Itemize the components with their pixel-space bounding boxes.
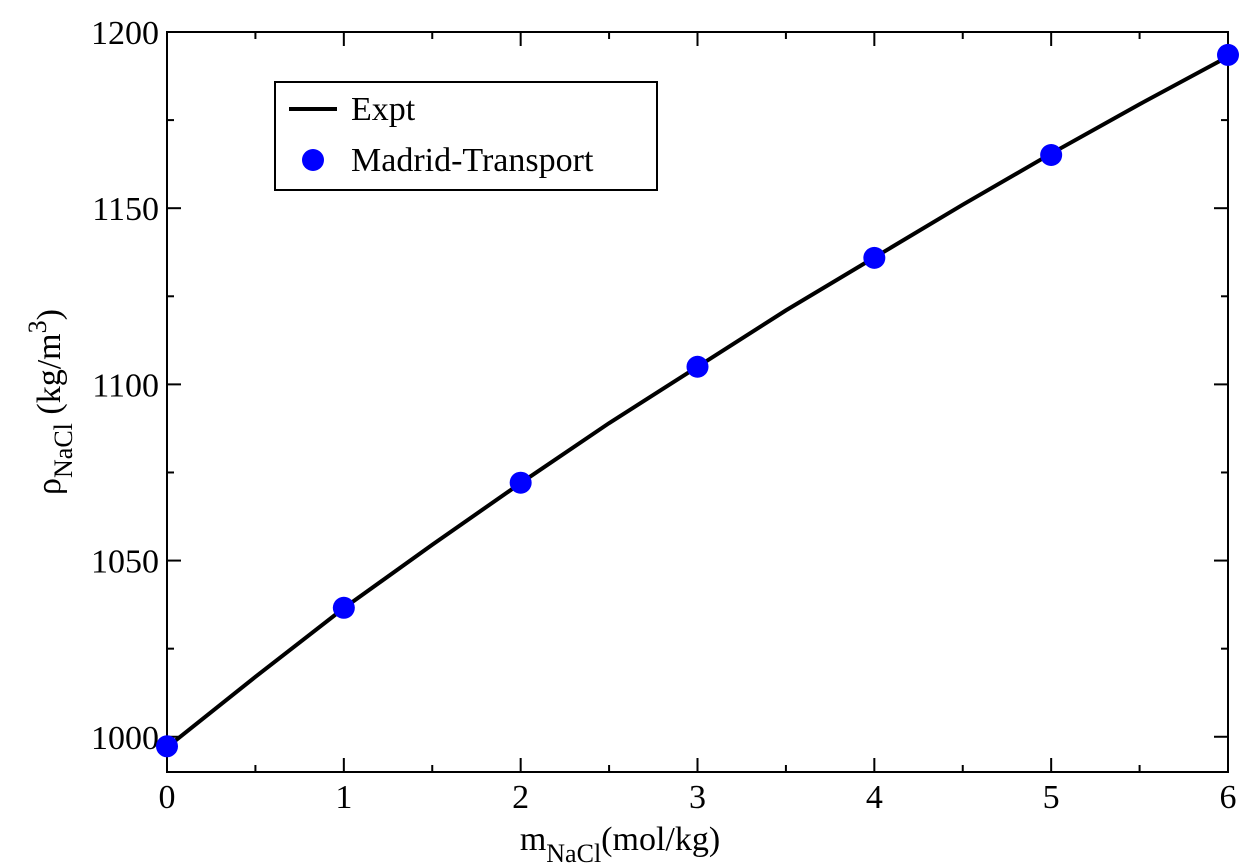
legend-label: Madrid-Transport	[351, 142, 594, 179]
x-label-sub: NaCl	[546, 839, 601, 863]
y-tick-label: 1100	[92, 367, 159, 404]
y-axis-label: ρNaCl (kg/m3)	[23, 309, 78, 495]
x-tick-label: 5	[1043, 779, 1060, 816]
x-tick-label: 1	[335, 779, 352, 816]
legend-box	[274, 81, 658, 191]
y-tick-label: 1050	[91, 544, 159, 581]
data-point	[1040, 143, 1063, 166]
y-label-sup: 3	[23, 320, 52, 333]
y-tick-label: 1000	[91, 720, 159, 757]
x-tick-label: 3	[689, 779, 706, 816]
x-tick-label: 2	[512, 779, 529, 816]
data-point	[332, 596, 355, 619]
x-tick-label: 4	[866, 779, 883, 816]
data-point	[863, 246, 886, 269]
x-axis-label: mNaCl(mol/kg)	[520, 821, 720, 863]
y-tick-label: 1200	[91, 15, 159, 52]
data-point	[686, 355, 709, 378]
legend-label: Expt	[351, 91, 416, 128]
legend-marker	[302, 149, 324, 171]
y-tick-label: 1150	[92, 191, 159, 228]
y-label-end: )	[31, 309, 68, 320]
x-label-main: m	[520, 821, 546, 858]
data-point	[509, 471, 532, 494]
y-label-rest: (kg/m	[31, 333, 68, 423]
x-label-rest: (mol/kg)	[601, 821, 720, 858]
y-label-main: ρ	[31, 478, 68, 495]
x-tick-label: 6	[1220, 779, 1237, 816]
x-tick-label: 0	[159, 779, 176, 816]
y-label-sub: NaCl	[49, 423, 78, 478]
data-point	[1217, 43, 1239, 66]
data-point	[156, 735, 178, 758]
